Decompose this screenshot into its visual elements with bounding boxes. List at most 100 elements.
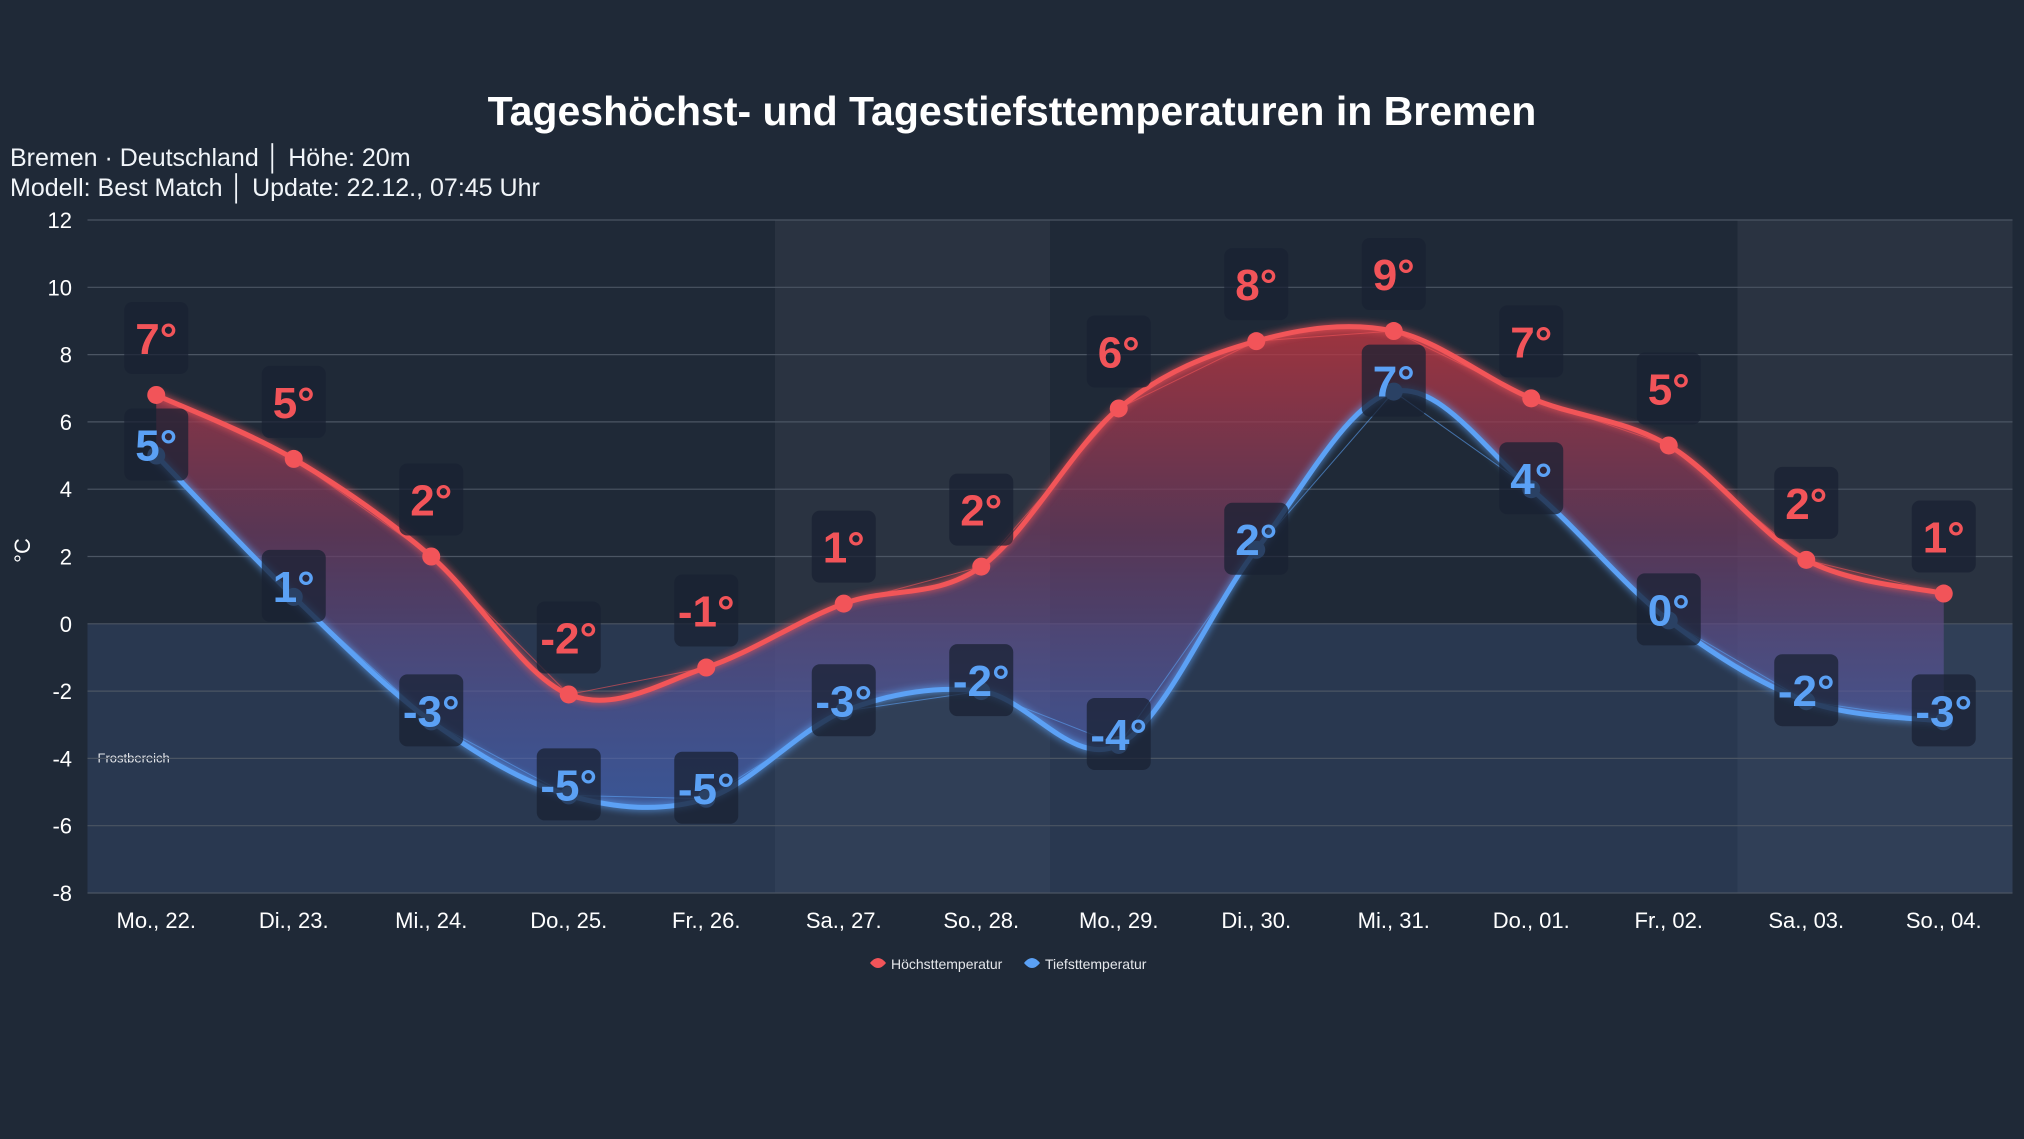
low-data-label: -3° <box>403 687 460 736</box>
data-label-box <box>1361 344 1426 417</box>
y-tick-label: -8 <box>52 881 72 906</box>
data-label-box <box>1086 315 1151 388</box>
data-label-box <box>399 674 464 747</box>
low-data-label: -5° <box>678 765 735 814</box>
data-label-box <box>811 510 876 583</box>
low-data-label: -3° <box>815 677 872 726</box>
data-label-box <box>261 365 326 438</box>
low-data-label: -4° <box>1090 711 1147 760</box>
y-tick-label: 10 <box>48 275 72 300</box>
high-point <box>1109 399 1128 418</box>
high-point <box>1522 389 1541 408</box>
x-tick-label: Di., 30. <box>1221 908 1291 933</box>
legend-swatch-high <box>870 958 886 968</box>
low-data-label: 5° <box>135 422 177 471</box>
data-label-box <box>1774 654 1839 727</box>
x-tick-label: Fr., 26. <box>672 908 740 933</box>
data-label-box <box>1224 502 1289 575</box>
data-label-box <box>674 574 739 647</box>
y-axis-label: °C <box>10 538 35 563</box>
x-tick-label: Sa., 27. <box>806 908 882 933</box>
high-point <box>284 449 303 468</box>
x-tick-label: Mi., 31. <box>1358 908 1430 933</box>
data-label-box <box>1636 573 1701 646</box>
data-label-box <box>811 664 876 737</box>
high-data-label: -1° <box>678 588 735 637</box>
high-data-label: 8° <box>1235 261 1277 310</box>
y-tick-label: -2 <box>52 679 72 704</box>
low-data-label: 0° <box>1648 586 1690 635</box>
high-point <box>559 685 578 704</box>
high-point <box>1384 322 1403 341</box>
high-point <box>834 594 853 613</box>
x-tick-label: Do., 25. <box>530 908 607 933</box>
high-data-label: 2° <box>410 477 452 526</box>
low-data-label: 2° <box>1235 516 1277 565</box>
data-label-box <box>399 463 464 536</box>
y-tick-label: 12 <box>48 208 72 233</box>
x-tick-label: Sa., 03. <box>1768 908 1844 933</box>
data-label-box <box>124 301 189 374</box>
low-data-label: -2° <box>1778 667 1835 716</box>
x-tick-label: Mi., 24. <box>395 908 467 933</box>
data-label-box <box>1499 305 1564 378</box>
high-data-label: 7° <box>135 315 177 364</box>
high-point <box>422 547 441 566</box>
legend-swatch-low <box>1024 958 1040 968</box>
high-point <box>697 658 716 677</box>
high-data-label: 1° <box>1923 514 1965 563</box>
low-data-label: 4° <box>1510 455 1552 504</box>
high-point <box>1934 584 1953 603</box>
low-data-label: 1° <box>273 563 315 612</box>
high-data-label: 5° <box>273 379 315 428</box>
high-data-label: 5° <box>1648 365 1690 414</box>
legend-label: Höchsttemperatur <box>891 956 1003 972</box>
high-point <box>1797 550 1816 569</box>
high-data-label: 2° <box>1785 480 1827 529</box>
data-label-box <box>674 751 739 824</box>
y-tick-label: 4 <box>60 477 72 502</box>
high-data-label: 1° <box>823 524 865 573</box>
high-data-label: -2° <box>540 614 597 663</box>
high-data-label: 7° <box>1510 318 1552 367</box>
high-point <box>972 557 991 576</box>
high-data-label: 2° <box>960 487 1002 536</box>
low-data-label: -2° <box>953 657 1010 706</box>
range-fill <box>156 326 1944 808</box>
x-tick-label: Fr., 02. <box>1635 908 1703 933</box>
y-tick-label: -6 <box>52 814 72 839</box>
data-label-box <box>1224 248 1289 321</box>
x-tick-label: Di., 23. <box>259 908 329 933</box>
data-label-box <box>261 549 326 622</box>
y-tick-label: 8 <box>60 343 72 368</box>
data-label-box <box>1499 442 1564 515</box>
high-point <box>147 385 166 404</box>
chart-title: Tageshöchst- und Tagestiefsttemperaturen… <box>487 88 1537 134</box>
model-subtitle: Modell: Best Match │ Update: 22.12., 07:… <box>10 174 540 202</box>
data-label-box <box>1911 500 1976 573</box>
high-data-label: 9° <box>1373 251 1415 300</box>
x-tick-label: Mo., 29. <box>1079 908 1158 933</box>
data-label-box <box>536 601 601 674</box>
data-label-box <box>1911 674 1976 747</box>
high-data-label: 6° <box>1098 328 1140 377</box>
x-tick-label: Do., 01. <box>1493 908 1570 933</box>
x-tick-label: So., 04. <box>1906 908 1982 933</box>
high-point <box>1247 332 1266 351</box>
low-data-label: -5° <box>540 761 597 810</box>
legend-label: Tiefsttemperatur <box>1045 956 1147 972</box>
data-label-box <box>1774 466 1839 539</box>
low-data-label: -3° <box>1915 687 1972 736</box>
data-label-box <box>124 408 189 481</box>
data-label-box <box>1361 238 1426 311</box>
x-tick-label: Mo., 22. <box>117 908 196 933</box>
data-label-box <box>1086 697 1151 770</box>
data-label-box <box>949 473 1014 546</box>
y-tick-label: -4 <box>52 746 72 771</box>
data-label-box <box>1636 352 1701 425</box>
high-point <box>1659 436 1678 455</box>
y-tick-label: 0 <box>60 612 72 637</box>
data-label-box <box>949 644 1014 717</box>
y-tick-label: 6 <box>60 410 72 435</box>
